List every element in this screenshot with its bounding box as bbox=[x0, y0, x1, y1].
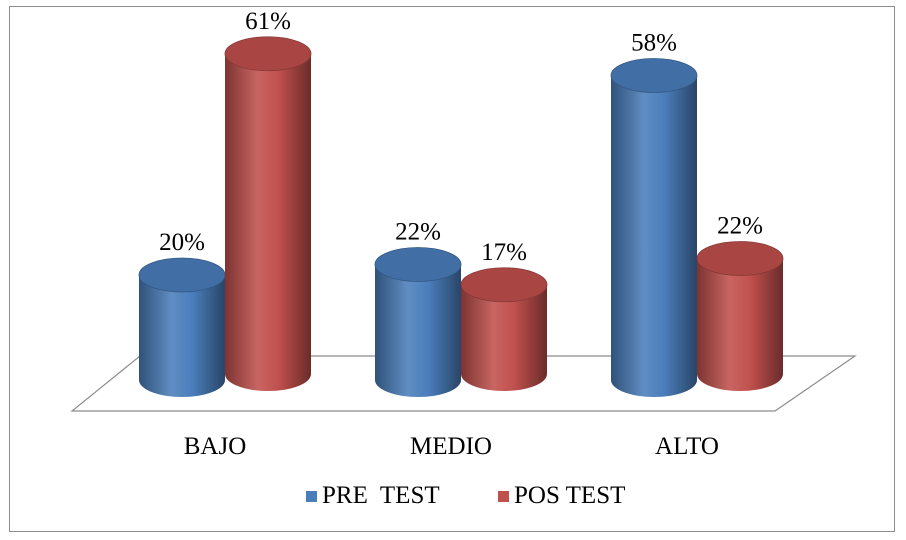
bar-alto-series-2: 22% bbox=[696, 213, 784, 391]
bar-top bbox=[610, 58, 698, 93]
bar-top bbox=[224, 36, 312, 72]
category-label: ALTO bbox=[655, 433, 719, 460]
legend-label: POS TEST bbox=[514, 482, 625, 509]
bar-body bbox=[139, 275, 225, 397]
data-label: 22% bbox=[717, 213, 763, 240]
bar-body bbox=[461, 284, 547, 391]
bar-body bbox=[697, 258, 783, 391]
bar-bajo-series-1: 20% bbox=[138, 229, 226, 397]
data-label: 58% bbox=[631, 30, 677, 57]
legend-swatch bbox=[306, 491, 317, 502]
legend: PRE TEST POS TEST bbox=[306, 482, 625, 509]
legend-label: PRE TEST bbox=[322, 482, 440, 509]
bar-top bbox=[696, 241, 784, 276]
data-label: 17% bbox=[481, 239, 527, 266]
legend-swatch bbox=[498, 491, 509, 502]
data-label: 22% bbox=[395, 219, 441, 246]
legend-item-1: PRE TEST bbox=[306, 482, 440, 509]
bar-top bbox=[460, 267, 548, 303]
category-label: BAJO bbox=[184, 433, 247, 460]
bar-alto-series-1: 58% bbox=[610, 30, 698, 397]
data-label: 20% bbox=[159, 229, 205, 256]
bar-medio-series-2: 17% bbox=[460, 239, 548, 391]
data-label: 61% bbox=[245, 8, 291, 35]
bar-top bbox=[138, 257, 226, 293]
bar-top bbox=[374, 247, 462, 282]
bar-body bbox=[225, 53, 311, 391]
bar-medio-series-1: 22% bbox=[374, 219, 462, 397]
category-label: MEDIO bbox=[410, 433, 492, 460]
bar-body bbox=[375, 264, 461, 397]
bar-body bbox=[611, 75, 697, 397]
legend-item-2: POS TEST bbox=[498, 482, 625, 509]
bar-bajo-series-2: 61% bbox=[224, 8, 312, 391]
